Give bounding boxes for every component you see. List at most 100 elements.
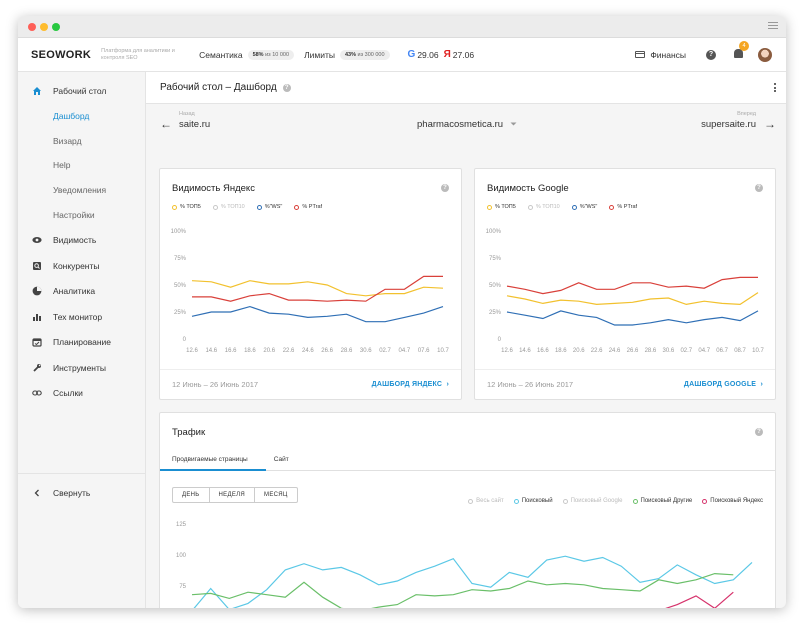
- sidebar-subitem-dashboard[interactable]: Дашборд: [53, 110, 90, 121]
- minimize-window-button[interactable]: [40, 23, 48, 31]
- arrow-left-icon[interactable]: ←: [160, 117, 172, 131]
- logo[interactable]: SEOWORK: [31, 48, 92, 61]
- legend-item-search[interactable]: Поисковый: [513, 498, 553, 504]
- current-site-select[interactable]: pharmacosmetica.ru: [417, 119, 517, 130]
- top-bar-right: Финансы ? 4: [635, 41, 772, 62]
- avatar[interactable]: [758, 47, 772, 62]
- x-tick-label: 18.6: [555, 348, 567, 354]
- series-line: [191, 280, 444, 297]
- back-site[interactable]: saite.ru: [179, 119, 211, 130]
- sidebar-item-competitors[interactable]: Конкуренты: [18, 253, 145, 279]
- sidebar-subitem-notifications[interactable]: Уведомления: [53, 185, 107, 196]
- x-tick-label: 24.6: [302, 348, 314, 354]
- series-line: [191, 305, 444, 323]
- window-menu-icon[interactable]: [768, 22, 778, 30]
- yandex-legend: % ТОП5 % ТОП10 %"WS" % PTraf: [172, 204, 322, 210]
- legend-item-ptraf[interactable]: % PTraf: [609, 204, 637, 210]
- sidebar-subitem-wizard[interactable]: Визард: [53, 135, 82, 146]
- x-tick-label: 26.6: [321, 348, 333, 354]
- chevron-left-icon: [32, 488, 42, 498]
- bars-icon: [32, 312, 42, 322]
- yandex-panel-footer: 12 Июнь – 26 Июнь 2017 ДАШБОРД ЯНДЕКС ›: [160, 369, 461, 399]
- yandex-update-date: 27.06: [452, 49, 475, 60]
- yandex-dashboard-link[interactable]: ДАШБОРД ЯНДЕКС ›: [371, 381, 449, 388]
- period-week-button[interactable]: НЕДЕЛЯ: [210, 488, 256, 502]
- yandex-visibility-chart: 0 25% 50% 75% 100% 12.6 14.6 16.6 18.6 20.6 22.6 24…: [171, 229, 450, 354]
- legend-item-search-other[interactable]: Поисковый Другие: [632, 498, 692, 504]
- notifications-bell-icon[interactable]: 4: [734, 41, 749, 60]
- legend-item-whole-site[interactable]: Весь сайт: [468, 498, 504, 504]
- yandex-visibility-panel: Видимость Яндекс ? % ТОП5 % ТОП10 %"WS" …: [159, 168, 462, 400]
- legend-item-ws[interactable]: %"WS": [571, 204, 597, 210]
- traffic-panel-title: Трафик: [172, 427, 206, 438]
- legend-item-top10[interactable]: % ТОП10: [212, 204, 245, 210]
- semantics-indicator[interactable]: Семантика 58% из 10 000: [199, 49, 295, 60]
- sidebar-item-planning[interactable]: Планирование: [18, 329, 145, 355]
- y-tick-label: 75%: [489, 256, 502, 262]
- google-date-range: 12 Июнь – 26 Июнь 2017: [487, 380, 574, 389]
- sidebar-item-links[interactable]: Ссылки: [18, 380, 145, 406]
- traffic-legend: Весь сайт Поисковый Поисковый Google Пои…: [468, 498, 763, 504]
- y-tick-label: 100%: [171, 229, 187, 235]
- x-tick-label: 16.6: [537, 348, 549, 354]
- y-tick-label: 125: [176, 522, 187, 528]
- period-month-button[interactable]: МЕСЯЦ: [264, 492, 288, 498]
- tab-promoted-pages[interactable]: Продвигаемые страницы: [160, 449, 266, 471]
- semantics-label: Семантика: [199, 49, 243, 60]
- x-tick-label: 04.7: [698, 348, 710, 354]
- legend-item-top5[interactable]: % ТОП5: [172, 204, 201, 210]
- y-tick-label: 0: [183, 337, 187, 343]
- google-panel-help-icon[interactable]: ?: [755, 184, 763, 192]
- x-tick-label: 16.6: [225, 348, 237, 354]
- sidebar-item-tools[interactable]: Инструменты: [18, 355, 145, 381]
- x-tick-label: 02.7: [379, 348, 391, 354]
- notifications-badge: 4: [739, 41, 749, 51]
- page-header: Рабочий стол – Дашборд ?: [146, 72, 786, 104]
- help-icon[interactable]: ?: [706, 49, 716, 60]
- competitors-icon: [32, 261, 42, 271]
- sidebar-item-desktop[interactable]: Рабочий стол: [18, 78, 145, 104]
- semantics-pill: 58% из 10 000: [247, 49, 295, 60]
- sidebar-item-visibility[interactable]: Видимость: [18, 227, 145, 253]
- page-help-icon[interactable]: ?: [282, 83, 291, 92]
- series-line: [506, 276, 758, 295]
- back-label: Назад: [179, 111, 195, 117]
- x-tick-label: 08.7: [734, 348, 746, 354]
- arrow-right-icon[interactable]: →: [764, 117, 776, 131]
- sidebar-subitem-help[interactable]: Help: [53, 160, 71, 171]
- legend-item-top10[interactable]: % ТОП10: [527, 204, 560, 210]
- legend-item-ptraf[interactable]: % PTraf: [294, 204, 322, 210]
- legend-item-ws[interactable]: %"WS": [256, 204, 282, 210]
- finance-button[interactable]: Финансы: [635, 50, 686, 60]
- y-tick-label: 25%: [489, 310, 502, 316]
- app-window: SEOWORK Платформа для аналитики и контро…: [18, 16, 786, 608]
- eye-icon: [32, 235, 42, 245]
- sidebar-subitem-settings[interactable]: Настройки: [53, 210, 95, 221]
- page-title: Рабочий стол – Дашборд: [160, 82, 277, 93]
- chevron-down-icon: [510, 122, 517, 126]
- yandex-panel-help-icon[interactable]: ?: [441, 184, 449, 192]
- legend-item-top5[interactable]: % ТОП5: [487, 204, 516, 210]
- pie-icon: [32, 286, 42, 296]
- maximize-window-button[interactable]: [52, 23, 60, 31]
- legend-item-search-google[interactable]: Поисковый Google: [562, 498, 623, 504]
- sidebar-item-analytics[interactable]: Аналитика: [18, 278, 145, 304]
- more-options-icon[interactable]: [774, 83, 776, 92]
- x-tick-label: 30.6: [360, 348, 372, 354]
- traffic-panel-help-icon[interactable]: ?: [755, 428, 763, 436]
- sidebar-item-tech-monitor[interactable]: Тех монитор: [18, 304, 145, 330]
- google-visibility-chart: 0 25% 50% 75% 100% 12.6 14.6 16.6 18.6 20.6 22.6 24…: [486, 229, 765, 354]
- legend-item-search-yandex[interactable]: Поисковый Яндекс: [702, 498, 763, 504]
- x-tick-label: 30.6: [663, 348, 675, 354]
- period-day-button[interactable]: ДЕНЬ: [173, 488, 210, 502]
- x-tick-label: 12.6: [501, 348, 513, 354]
- y-tick-label: 50%: [489, 283, 502, 289]
- collapse-button[interactable]: Свернуть: [18, 484, 145, 502]
- close-window-button[interactable]: [28, 23, 36, 31]
- forward-site[interactable]: supersaite.ru: [701, 119, 756, 130]
- series-line: [506, 310, 759, 326]
- limits-indicator[interactable]: Лимиты 43% из 300 000: [304, 49, 390, 60]
- tab-site[interactable]: Сайт: [273, 456, 289, 463]
- x-tick-label: 14.6: [519, 348, 531, 354]
- google-dashboard-link[interactable]: ДАШБОРД GOOGLE ›: [683, 381, 763, 388]
